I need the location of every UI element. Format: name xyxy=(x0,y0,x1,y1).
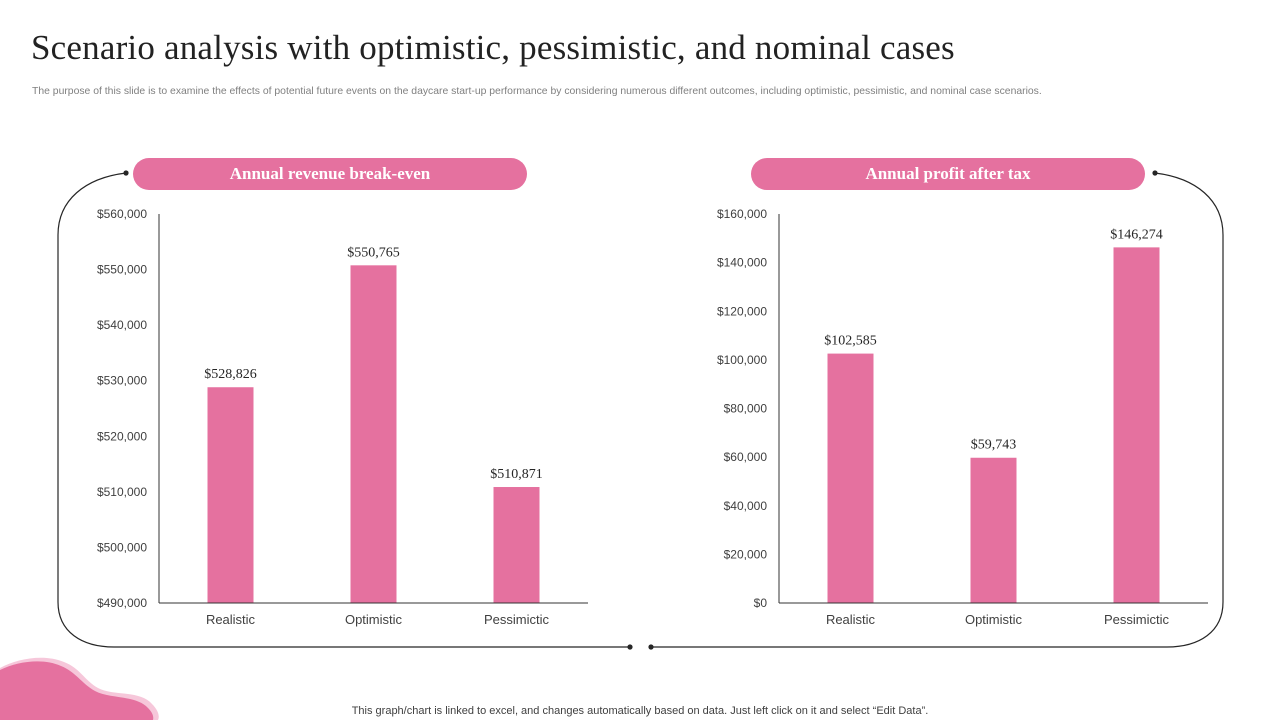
decorative-blob xyxy=(0,657,159,720)
bar-realistic[interactable] xyxy=(827,353,874,603)
profit-chart: $0 $20,000 $40,000 $60,000 $80,000 $100,000 $1… xyxy=(717,207,1208,627)
frame-right-bracket xyxy=(651,172,1224,648)
data-label: $550,765 xyxy=(347,245,400,260)
y-tick-label: $510,000 xyxy=(97,485,147,499)
frame-left-bracket xyxy=(57,172,630,648)
revenue-chart: $490,000 $500,000 $510,000 $520,000 $530,000… xyxy=(97,207,588,627)
y-tick-label: $60,000 xyxy=(724,450,768,464)
data-label: $528,826 xyxy=(204,367,257,382)
x-tick-label: Realistic xyxy=(826,612,876,627)
page-subtitle: The purpose of this slide is to examine … xyxy=(32,86,1042,97)
bar-optimistic[interactable] xyxy=(970,457,1017,603)
frame-dot xyxy=(1152,170,1158,176)
y-tick-label: $490,000 xyxy=(97,596,147,610)
bar-pessimictic[interactable] xyxy=(493,487,540,603)
data-label: $59,743 xyxy=(971,438,1017,453)
y-tick-label: $550,000 xyxy=(97,263,147,277)
x-tick-label: Pessimictic xyxy=(1104,612,1170,627)
x-tick-label: Optimistic xyxy=(345,612,403,627)
y-tick-label: $140,000 xyxy=(717,256,767,270)
y-tick-label: $100,000 xyxy=(717,353,767,367)
x-tick-label: Pessimictic xyxy=(484,612,550,627)
bar-optimistic[interactable] xyxy=(350,265,397,603)
bar-realistic[interactable] xyxy=(207,387,254,603)
y-tick-label: $530,000 xyxy=(97,374,147,388)
frame-dot xyxy=(123,170,129,176)
y-tick-label: $0 xyxy=(754,596,768,610)
y-tick-label: $560,000 xyxy=(97,207,147,221)
y-tick-label: $80,000 xyxy=(724,402,768,416)
frame-dot xyxy=(627,644,633,650)
profit-chart-title: Annual profit after tax xyxy=(751,158,1145,190)
data-label: $510,871 xyxy=(490,467,543,482)
bar-pessimictic[interactable] xyxy=(1113,247,1160,603)
y-tick-label: $160,000 xyxy=(717,207,767,221)
y-tick-label: $120,000 xyxy=(717,304,767,318)
data-label: $102,585 xyxy=(824,334,877,349)
data-label: $146,274 xyxy=(1110,227,1163,242)
frame-dot xyxy=(648,644,654,650)
footer-note: This graph/chart is linked to excel, and… xyxy=(351,705,929,717)
y-tick-label: $40,000 xyxy=(724,499,768,513)
y-tick-label: $20,000 xyxy=(724,547,768,561)
y-tick-label: $520,000 xyxy=(97,429,147,443)
x-tick-label: Realistic xyxy=(206,612,256,627)
y-tick-label: $540,000 xyxy=(97,318,147,332)
revenue-chart-title: Annual revenue break-even xyxy=(133,158,527,190)
page-title: Scenario analysis with optimistic, pessi… xyxy=(31,28,955,67)
x-tick-label: Optimistic xyxy=(965,612,1023,627)
y-tick-label: $500,000 xyxy=(97,540,147,554)
